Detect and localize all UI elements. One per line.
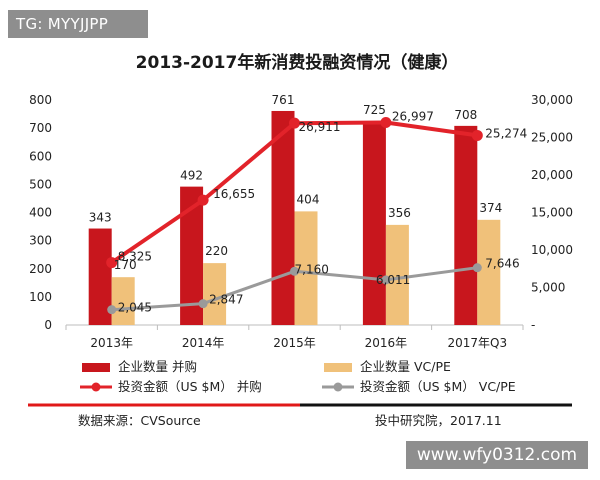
y-left-tick-label: 100: [29, 290, 52, 304]
bar-ma-data-label: 492: [180, 169, 203, 183]
line-vc-data-label: 2,847: [209, 293, 243, 307]
bar-ma-count: [180, 186, 204, 325]
bar-vc-data-label: 374: [479, 201, 502, 215]
bar-vc-data-label: 220: [205, 244, 228, 258]
bar-vc-data-label: 356: [388, 206, 411, 220]
y-right-tick-label: 10,000: [531, 243, 573, 257]
line-ma-data-label: 26,911: [299, 120, 341, 134]
series-vc-amount-point: [290, 266, 299, 276]
series-vc-amount-point: [381, 275, 391, 285]
chart-title: 2013-2017年新消费投融资情况（健康）: [136, 52, 459, 73]
bar-ma-data-label: 761: [272, 93, 295, 107]
legend-swatch-bar: [82, 363, 110, 372]
legend-label: 企业数量 并购: [118, 359, 197, 374]
line-ma-data-label: 16,655: [213, 187, 255, 201]
bar-vc-count: [477, 219, 501, 325]
source-note: 数据来源：CVSource: [78, 413, 201, 428]
y-right-tick-label: 15,000: [531, 206, 573, 220]
y-left-tick-label: 800: [29, 93, 52, 107]
y-left-tick-label: 200: [29, 262, 52, 276]
legend-swatch-marker: [333, 382, 343, 392]
legend-swatch-bar: [324, 363, 352, 372]
line-ma-data-label: 25,274: [485, 126, 527, 140]
bar-ma-count: [88, 228, 112, 325]
watermark-top-left: TG: MYYJJPP: [8, 10, 148, 38]
y-left-tick-label: 400: [29, 206, 52, 220]
bar-ma-data-label: 708: [454, 108, 477, 122]
bar-vc-count: [111, 277, 135, 325]
line-vc-data-label: 2,045: [118, 301, 152, 315]
series-ma-amount-point: [289, 117, 300, 129]
line-ma-data-label: 8,325: [118, 250, 152, 264]
bar-vc-data-label: 404: [297, 192, 320, 206]
series-ma-amount-point: [106, 257, 118, 269]
bar-vc-count: [294, 211, 318, 325]
x-tick-label: 2017年Q3: [447, 336, 507, 350]
bar-ma-data-label: 343: [89, 211, 112, 225]
y-left-tick-label: 600: [29, 149, 52, 163]
x-tick-label: 2013年: [90, 336, 133, 350]
legend-label: 投资金额（US $M） VC/PE: [360, 379, 516, 394]
y-right-tick-label: -: [531, 318, 535, 332]
y-left-tick-label: 0: [44, 318, 52, 332]
legend-label: 企业数量 VC/PE: [360, 359, 451, 374]
line-vc-data-label: 7,160: [295, 262, 329, 276]
y-right-tick-label: 20,000: [531, 168, 573, 182]
series-ma-amount-point: [380, 117, 392, 129]
bar-vc-count: [203, 263, 227, 325]
bar-vc-count: [385, 224, 409, 325]
bar-ma-data-label: 725: [363, 103, 386, 117]
series-ma-amount-point: [197, 194, 209, 206]
x-tick-label: 2015年: [273, 336, 316, 350]
line-vc-data-label: 6,011: [376, 273, 410, 287]
legend-label: 投资金额（US $M） 并购: [118, 379, 262, 394]
y-left-tick-label: 700: [29, 121, 52, 135]
publisher-note: 投中研究院，2017.11: [375, 413, 502, 428]
y-left-tick-label: 300: [29, 234, 52, 248]
y-left-tick-label: 500: [29, 177, 52, 191]
y-right-tick-label: 30,000: [531, 93, 573, 107]
bar-ma-count: [454, 125, 478, 325]
y-right-tick-label: 25,000: [531, 131, 573, 145]
bar-ma-count: [362, 121, 386, 325]
series-vc-amount-point: [472, 263, 482, 273]
y-right-tick-label: 5,000: [531, 281, 565, 295]
watermark-bottom-right: www.wfy0312.com: [406, 441, 588, 469]
bar-ma-count: [271, 110, 295, 325]
series-ma-amount-point: [471, 129, 483, 141]
bar-vc-data-label: 170: [114, 258, 137, 272]
legend-swatch-marker: [91, 382, 101, 392]
x-tick-label: 2014年: [182, 336, 225, 350]
series-vc-amount-point: [198, 299, 208, 309]
line-vc-data-label: 7,646: [485, 257, 519, 271]
series-vc-amount-point: [107, 305, 117, 315]
x-tick-label: 2016年: [365, 336, 408, 350]
line-ma-data-label: 26,997: [392, 110, 434, 124]
